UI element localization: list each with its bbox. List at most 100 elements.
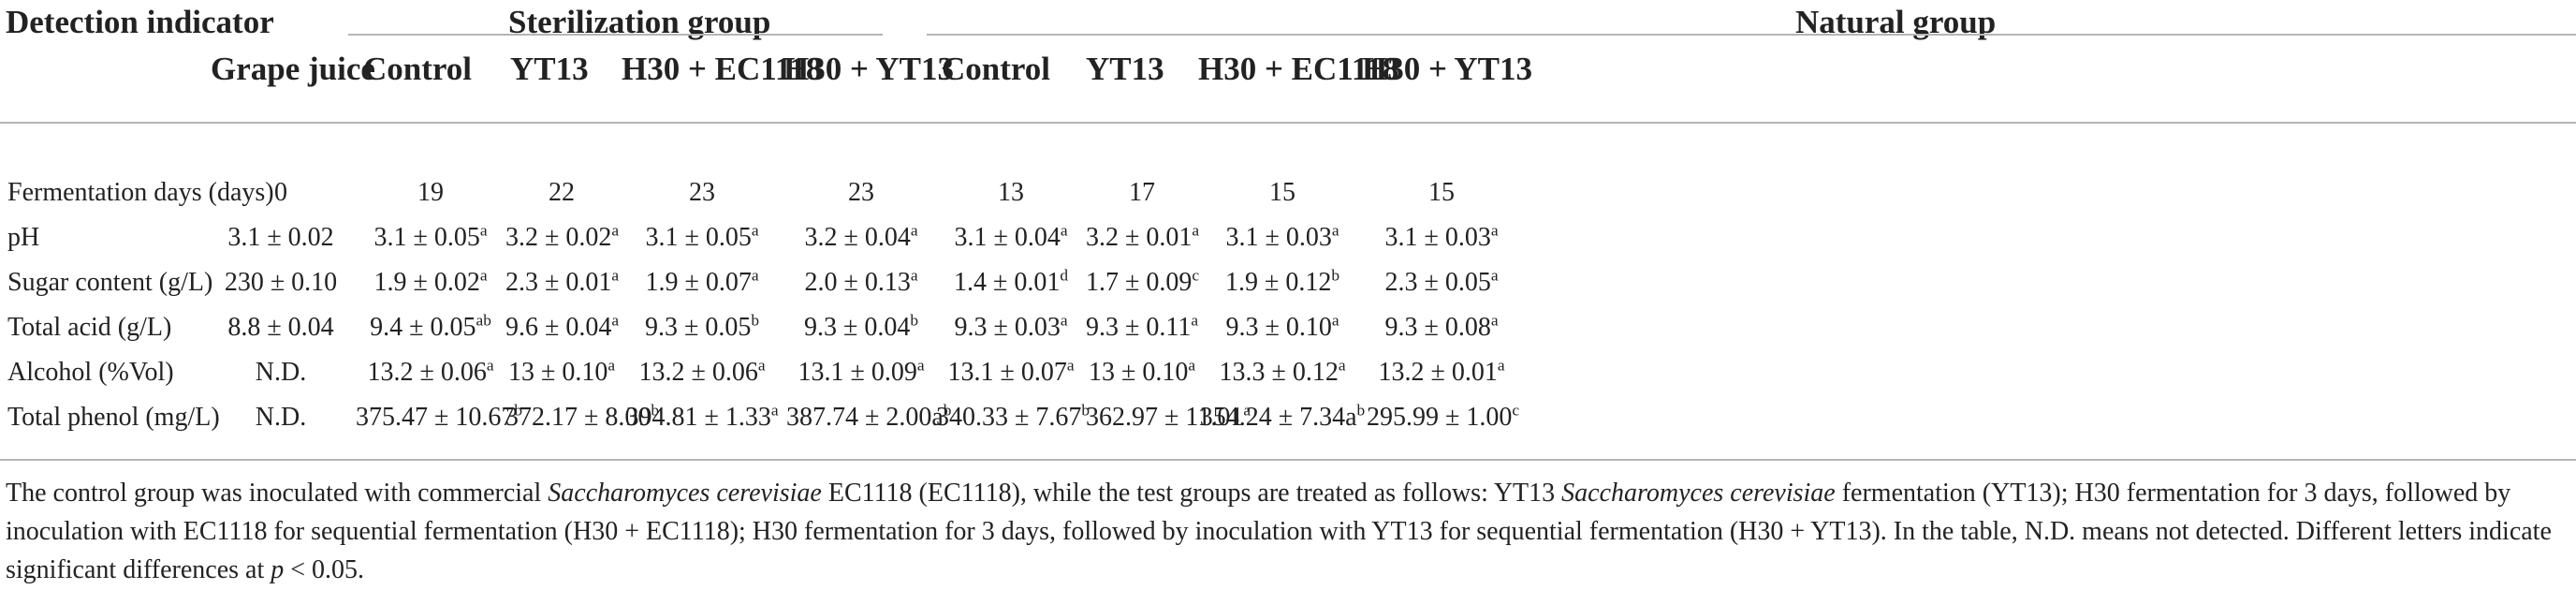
table-cell: 9.3 ± 0.08a — [1367, 305, 1516, 350]
sterilization-group-rule — [348, 34, 883, 36]
significance-letter: a — [916, 356, 925, 375]
footnote-text: < 0.05. — [284, 555, 365, 584]
cell-value: 13.1 ± 0.09 — [798, 358, 917, 387]
cell-value: 394.81 ± 1.33 — [625, 403, 771, 432]
cell-value: 9.6 ± 0.04 — [505, 313, 612, 342]
table-cell: 15 — [1367, 170, 1516, 215]
indicator-header: Detection indicator — [6, 4, 274, 40]
spacer-cell — [1516, 350, 2576, 395]
significance-letter: a — [757, 356, 766, 375]
spacer-cell — [1516, 170, 2576, 215]
row-label: Fermentation days (days) — [7, 178, 274, 207]
significance-letter: ab — [476, 311, 491, 330]
significance-letter: b — [514, 401, 523, 420]
significance-letter: a — [1066, 356, 1075, 375]
cell-value: 295.99 ± 1.00 — [1367, 403, 1513, 432]
significance-letter: a — [611, 221, 620, 240]
cell-value: 1.9 ± 0.12 — [1224, 268, 1332, 297]
table-row: Sugar content (g/L) 230 ± 0.10 1.9 ± 0.02a… — [0, 260, 2576, 305]
footnote-text: fermentation (YT13); H30 fermentation fo… — [6, 479, 2552, 584]
table-cell: 3.1 ± 0.03a — [1367, 215, 1516, 260]
significance-letter: a — [1192, 221, 1200, 240]
cell-value: 9.3 ± 0.04 — [803, 313, 911, 342]
natural-group-header: Natural group — [1795, 4, 1997, 40]
cell-value: 9.3 ± 0.05 — [644, 313, 752, 342]
cell-value: 3.1 ± 0.03 — [1384, 223, 1491, 252]
cell-value: 19 — [417, 178, 444, 207]
table-cell: 9.3 ± 0.03a — [936, 305, 1086, 350]
spacer-cell — [1516, 215, 2576, 260]
significance-letter: b — [1081, 401, 1090, 420]
column-header: YT13 — [1086, 51, 1164, 87]
table-cell: 3.1 ± 0.05a — [356, 215, 505, 260]
significance-letter: b — [1331, 266, 1340, 285]
table-cell: 13.2 ± 0.01a — [1367, 350, 1516, 395]
footnote-species: Saccharomyces cerevisiae — [1561, 479, 1836, 508]
table-cell: 13.1 ± 0.07a — [936, 350, 1086, 395]
cell-value: 1.9 ± 0.07 — [645, 268, 752, 297]
table-cell: 0 — [206, 170, 356, 215]
results-table: Fermentation days (days) 0 19 22 23 23 13 17 15 1… — [0, 170, 2576, 440]
table-cell: 1.9 ± 0.07a — [618, 260, 786, 305]
cell-value: 9.3 ± 0.11 — [1086, 313, 1192, 342]
cell-value: 13.3 ± 0.12 — [1219, 358, 1339, 387]
table-cell: 23 — [786, 170, 936, 215]
significance-letter: a — [910, 221, 918, 240]
cell-value: 372.17 ± 8.00 — [505, 403, 651, 432]
table-cell: 9.4 ± 0.05ab — [356, 305, 505, 350]
table-footnote: The control group was inoculated with co… — [6, 474, 2570, 589]
table-cell: 1.9 ± 0.12b — [1198, 260, 1367, 305]
significance-letter: a — [1060, 311, 1068, 330]
cell-value: 23 — [848, 178, 874, 207]
significance-letter: a — [1188, 356, 1196, 375]
cell-value: 22 — [549, 178, 575, 207]
table-cell: 362.97 ± 11.01a — [1086, 395, 1251, 440]
natural-group-rule — [927, 34, 2576, 36]
significance-letter: a — [486, 356, 494, 375]
table-cell: 354.24 ± 7.34ab — [1198, 395, 1367, 440]
cell-value: 13.2 ± 0.06 — [638, 358, 758, 387]
significance-letter: a — [479, 221, 488, 240]
row-label: Total phenol (mg/L) — [7, 403, 220, 432]
table-cell: 13.1 ± 0.09a — [786, 350, 936, 395]
significance-letter: b — [651, 401, 660, 420]
significance-letter: a — [770, 401, 779, 420]
header-rule — [0, 122, 2576, 124]
significance-letter: a — [1490, 221, 1499, 240]
cell-value: 3.1 ± 0.04 — [954, 223, 1061, 252]
table-cell: 13.3 ± 0.12a — [1198, 350, 1367, 395]
table-cell: 9.3 ± 0.10a — [1198, 305, 1367, 350]
column-header: H30 + EC1118 — [622, 51, 823, 87]
table-cell: 19 — [356, 170, 505, 215]
cell-value: 362.97 ± 11.01 — [1086, 403, 1244, 432]
row-label: Alcohol (%Vol) — [7, 358, 174, 387]
cell-value: 13 ± 0.10 — [507, 358, 608, 387]
significance-letter: a — [479, 266, 488, 285]
cell-value: 17 — [1129, 178, 1155, 207]
cell-value: 2.3 ± 0.01 — [505, 268, 612, 297]
table-row: Fermentation days (days) 0 19 22 23 23 13 17 15 1… — [0, 170, 2576, 215]
table-cell: 1.7 ± 0.09c — [1086, 260, 1200, 305]
column-header: H30 + YT13 — [1362, 51, 1532, 87]
cell-value: 2.0 ± 0.13 — [804, 268, 911, 297]
cell-value: 9.3 ± 0.10 — [1225, 313, 1332, 342]
cell-value: 230 ± 0.10 — [224, 268, 338, 297]
footnote-text: EC1118 (EC1118), while the test groups a… — [821, 479, 1562, 508]
cell-value: 340.33 ± 7.67 — [936, 403, 1082, 432]
significance-letter: a — [1338, 356, 1346, 375]
table-cell: 13.2 ± 0.06a — [356, 350, 505, 395]
significance-letter: a — [751, 221, 759, 240]
spacer-cell — [1516, 260, 2576, 305]
significance-letter: c — [1192, 266, 1200, 285]
cell-value: 13.2 ± 0.06 — [367, 358, 487, 387]
significance-letter: a — [611, 266, 620, 285]
cell-value: 3.2 ± 0.04 — [804, 223, 911, 252]
cell-value: 1.7 ± 0.09 — [1086, 268, 1193, 297]
table-cell: 17 — [1086, 170, 1198, 215]
column-header: H30 + EC1118 — [1198, 51, 1399, 87]
cell-value: 23 — [689, 178, 715, 207]
table-cell: 1.4 ± 0.01d — [936, 260, 1086, 305]
table-cell: 9.6 ± 0.04a — [505, 305, 619, 350]
cell-value: 3.2 ± 0.02 — [505, 223, 612, 252]
cell-value: 3.1 ± 0.03 — [1225, 223, 1332, 252]
